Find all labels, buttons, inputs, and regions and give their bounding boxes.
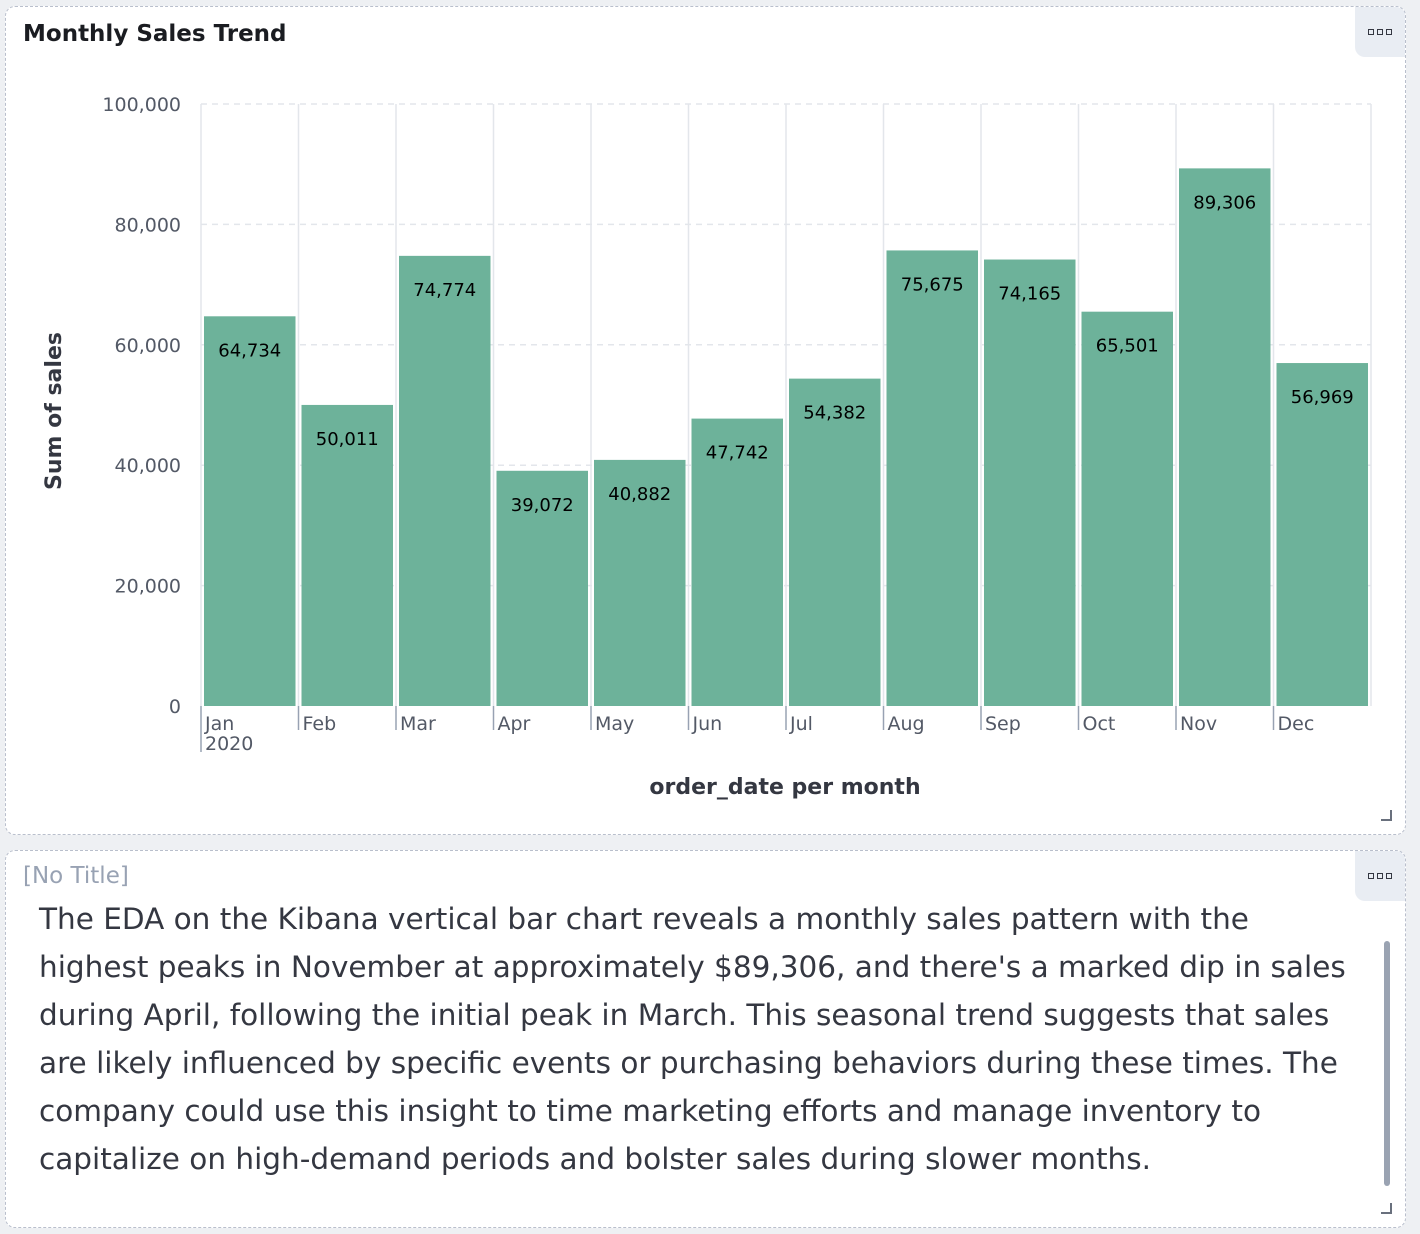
x-tick-label: Aug: [888, 713, 925, 735]
bar-may[interactable]: [594, 459, 686, 706]
bar-sep[interactable]: [984, 259, 1076, 706]
bar-value-label: 54,382: [803, 403, 866, 424]
options-icon[interactable]: [1355, 851, 1405, 901]
bar-jan[interactable]: [204, 316, 296, 706]
panel-title: [No Title]: [23, 863, 129, 889]
resize-handle-icon[interactable]: [1381, 810, 1392, 821]
bar-dec[interactable]: [1276, 363, 1369, 706]
panel-title: Monthly Sales Trend: [23, 21, 287, 47]
scrollbar-thumb[interactable]: [1384, 941, 1390, 1186]
bar-nov[interactable]: [1179, 168, 1271, 707]
scrollbar[interactable]: [1384, 941, 1391, 1186]
bar-jun[interactable]: [691, 418, 784, 706]
y-tick-label: 40,000: [115, 455, 181, 477]
bar-value-label: 65,501: [1096, 336, 1159, 357]
axes: 0 20,000 40,000 60,000 80,000 100,000 Jan Feb Ma…: [102, 94, 1314, 755]
bar-value-label: 56,969: [1291, 387, 1354, 408]
x-tick-label: Jun: [692, 713, 723, 735]
resize-handle-icon[interactable]: [1381, 1203, 1392, 1214]
bar-jul[interactable]: [789, 378, 881, 706]
x-tick-label: Sep: [985, 713, 1021, 735]
bar-aug[interactable]: [886, 250, 979, 706]
y-tick-label: 100,000: [102, 94, 181, 116]
chart-panel: Monthly Sales Trend 64,734 50,011 74,774 39…: [5, 6, 1406, 835]
options-icon[interactable]: [1355, 7, 1405, 57]
y-tick-label: 60,000: [115, 335, 181, 357]
bar-value-label: 40,882: [608, 484, 671, 505]
grid-lines: [200, 103, 1372, 706]
x-tick-label: Apr: [498, 713, 531, 735]
bar-value-label: 74,165: [998, 284, 1061, 305]
markdown-panel: [No Title] The EDA on the Kibana vertica…: [5, 850, 1406, 1228]
markdown-text: The EDA on the Kibana vertical bar chart…: [39, 902, 1346, 1176]
bar-value-label: 47,742: [706, 443, 769, 464]
bar-mar[interactable]: [399, 255, 491, 706]
x-tick-label: Feb: [303, 713, 337, 735]
bar-feb[interactable]: [301, 404, 394, 706]
x-year-label: 2020: [205, 733, 253, 755]
bar-value-label: 39,072: [511, 495, 574, 516]
bar-value-label: 64,734: [218, 340, 281, 361]
x-tick-label: Jan: [204, 713, 234, 735]
x-tick-label: May: [595, 713, 634, 735]
x-tick-label: Oct: [1083, 713, 1116, 735]
y-axis-title: Sum of sales: [42, 332, 67, 490]
x-tick-label: Nov: [1180, 713, 1217, 735]
bar-value-label: 50,011: [316, 429, 379, 450]
bars: 64,734 50,011 74,774 39,072 40,882 47,742 54,3…: [204, 168, 1369, 707]
x-axis-title: order_date per month: [649, 775, 920, 800]
y-tick-label: 20,000: [115, 576, 181, 598]
bar-value-label: 74,774: [413, 280, 476, 301]
bar-oct[interactable]: [1081, 311, 1174, 706]
y-tick-label: 0: [169, 696, 181, 718]
x-tick-label: Jul: [789, 713, 813, 735]
x-tick-label: Dec: [1278, 713, 1315, 735]
bar-value-label: 75,675: [901, 274, 964, 295]
bar-value-label: 89,306: [1193, 192, 1256, 213]
bar-apr[interactable]: [496, 470, 589, 706]
x-tick-label: Mar: [400, 713, 436, 735]
bar-chart: 64,734 50,011 74,774 39,072 40,882 47,742 54,3…: [42, 94, 1372, 800]
y-tick-label: 80,000: [115, 214, 181, 236]
